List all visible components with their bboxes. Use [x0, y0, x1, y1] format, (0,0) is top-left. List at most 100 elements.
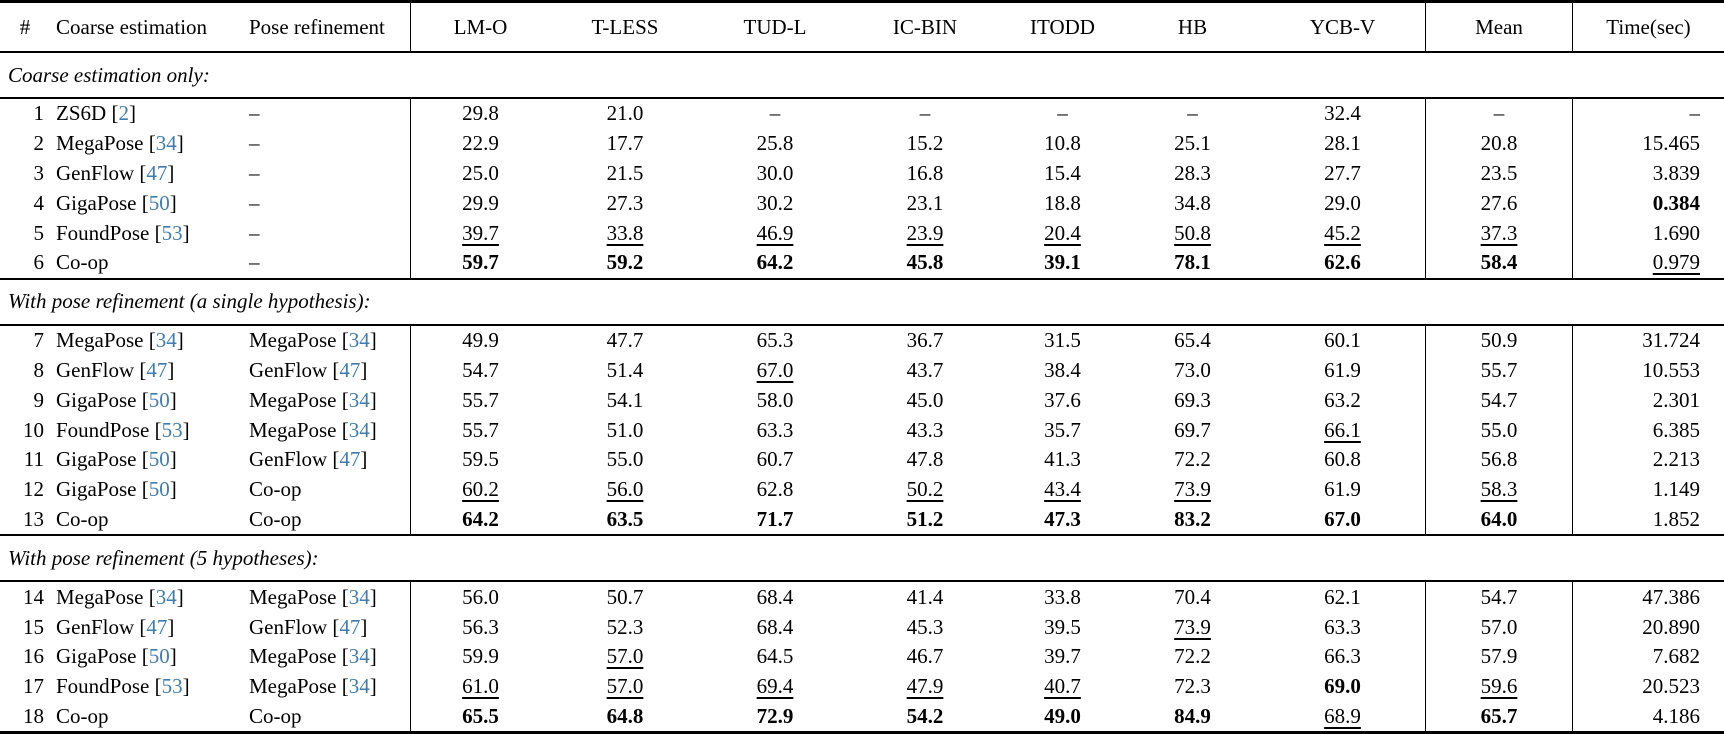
cell-time: 6.385 [1572, 415, 1724, 445]
citation-link[interactable]: 34 [155, 328, 177, 353]
cell-ycbv: 62.1 [1260, 582, 1425, 612]
citation-link[interactable]: 34 [348, 644, 370, 669]
citation-link[interactable]: 47 [146, 614, 168, 639]
value-lmo: 22.9 [462, 131, 499, 156]
cell-tudl: 64.5 [700, 642, 850, 672]
value-hb: 73.0 [1174, 357, 1211, 382]
value-itodd: 47.3 [1044, 506, 1081, 531]
citation-link[interactable]: 50 [148, 477, 170, 502]
value-mean: 20.8 [1480, 131, 1518, 156]
citation-link[interactable]: 34 [348, 584, 370, 609]
value-itodd: 37.6 [1044, 387, 1081, 412]
cell-mean: 56.8 [1425, 444, 1572, 475]
cell-row-number: 5 [33, 220, 45, 245]
value-icbin: 45.8 [906, 250, 944, 275]
citation-link[interactable]: 50 [148, 190, 170, 215]
value-ycbv: 68.9 [1324, 703, 1361, 728]
value-mean: 65.7 [1480, 703, 1518, 728]
cell-refine-method-name: GenFlow [249, 357, 328, 382]
citation-link[interactable]: 34 [348, 674, 370, 699]
cell-mean: 58.4 [1425, 247, 1572, 278]
cell-coarse-method: FoundPose [53] [56, 674, 190, 699]
cell-icbin: 43.3 [850, 415, 1000, 445]
cell-tless: 57.0 [550, 672, 700, 702]
cell-tudl: 46.9 [700, 218, 850, 248]
citation-link[interactable]: 34 [348, 417, 370, 442]
cell-time: 31.724 [1572, 325, 1724, 356]
value-lmo: 64.2 [462, 506, 499, 531]
citation-link[interactable]: 34 [348, 387, 370, 412]
value-icbin: 45.0 [906, 387, 944, 412]
cell-itodd: 15.4 [1000, 159, 1125, 189]
cell-time: 0.384 [1572, 188, 1724, 219]
cell-coarse-method: FoundPose [53] [56, 417, 190, 442]
column-header-icbin: IC-BIN [892, 14, 958, 39]
cell-row-number: 11 [23, 447, 44, 472]
citation-link[interactable]: 34 [155, 131, 177, 156]
cell-lmo: 64.2 [410, 504, 550, 535]
cell-tudl: 30.2 [700, 188, 850, 218]
citation-link[interactable]: 53 [161, 674, 183, 699]
citation-link[interactable]: 47 [146, 357, 168, 382]
cell-row-number: 1 [33, 101, 45, 126]
citation-link[interactable]: 34 [155, 584, 177, 609]
citation-link[interactable]: 47 [339, 357, 361, 382]
cell-lmo: 61.0 [410, 671, 550, 702]
cell-itodd: 31.5 [1000, 326, 1125, 356]
value-time: 20.890 [1642, 614, 1700, 639]
value-hb: 73.9 [1174, 477, 1211, 502]
citation-link[interactable]: 50 [148, 644, 170, 669]
value-lmo: 59.7 [462, 250, 499, 275]
cell-tudl: 58.0 [700, 385, 850, 415]
cell-mean: 64.0 [1425, 504, 1572, 535]
cell-mean: – [1425, 99, 1572, 129]
cell-icbin: 16.8 [850, 159, 1000, 189]
cell-tudl: 63.3 [700, 415, 850, 445]
cell-row-number: 8 [33, 357, 45, 382]
cell-refine-method-name: GenFlow [249, 447, 328, 472]
value-ycbv: 69.0 [1324, 674, 1361, 699]
column-header-lmo: LM-O [410, 3, 550, 51]
value-tudl: 60.7 [756, 447, 794, 472]
value-hb: 72.2 [1174, 447, 1211, 472]
value-hb: 69.7 [1174, 417, 1211, 442]
column-header-itodd: ITODD [1030, 14, 1095, 39]
citation-link[interactable]: 47 [339, 447, 361, 472]
value-hb: 70.4 [1174, 584, 1211, 609]
citation-link[interactable]: 2 [118, 101, 129, 126]
citation-link[interactable]: 50 [148, 447, 170, 472]
citation-link[interactable]: 53 [161, 417, 183, 442]
cell-time: 7.682 [1572, 641, 1724, 672]
citation-link[interactable]: 47 [339, 614, 361, 639]
value-hb: – [1187, 101, 1198, 126]
value-tudl: 68.4 [756, 584, 794, 609]
cell-row-number: 6 [33, 250, 45, 275]
value-tudl: 62.8 [756, 477, 794, 502]
citation-link[interactable]: 47 [146, 160, 168, 185]
value-ycbv: 66.3 [1324, 644, 1361, 669]
citation-link[interactable]: 34 [348, 328, 370, 353]
value-mean: 58.4 [1480, 250, 1518, 275]
cell-mean: 37.3 [1425, 218, 1572, 248]
cell-coarse-method: GigaPose [50] [56, 387, 177, 412]
citation-link[interactable]: 53 [161, 220, 183, 245]
cell-hb: 65.4 [1125, 326, 1260, 356]
value-icbin: 41.4 [906, 584, 944, 609]
cell-mean: 65.7 [1425, 701, 1572, 731]
cell-row-number: 12 [23, 477, 44, 502]
cell-time: 47.386 [1572, 582, 1724, 613]
cell-refine-method: MegaPose [34] [249, 674, 377, 699]
cell-itodd: 47.3 [1000, 505, 1125, 535]
cell-tless: 63.5 [550, 505, 700, 535]
citation-link[interactable]: 50 [148, 387, 170, 412]
cell-hb: 72.2 [1125, 642, 1260, 672]
cell-coarse-method: MegaPose [34] [56, 131, 184, 156]
value-time: 20.523 [1642, 674, 1700, 699]
value-tless: 17.7 [606, 131, 644, 156]
cell-icbin: 41.4 [850, 582, 1000, 612]
cell-time: 2.213 [1572, 444, 1724, 475]
cell-refine-method: – [245, 99, 410, 129]
cell-refine-method-name: GenFlow [249, 614, 328, 639]
cell-coarse-method-name: GigaPose [56, 387, 137, 412]
section-title-row: Coarse estimation only: [0, 53, 1724, 99]
